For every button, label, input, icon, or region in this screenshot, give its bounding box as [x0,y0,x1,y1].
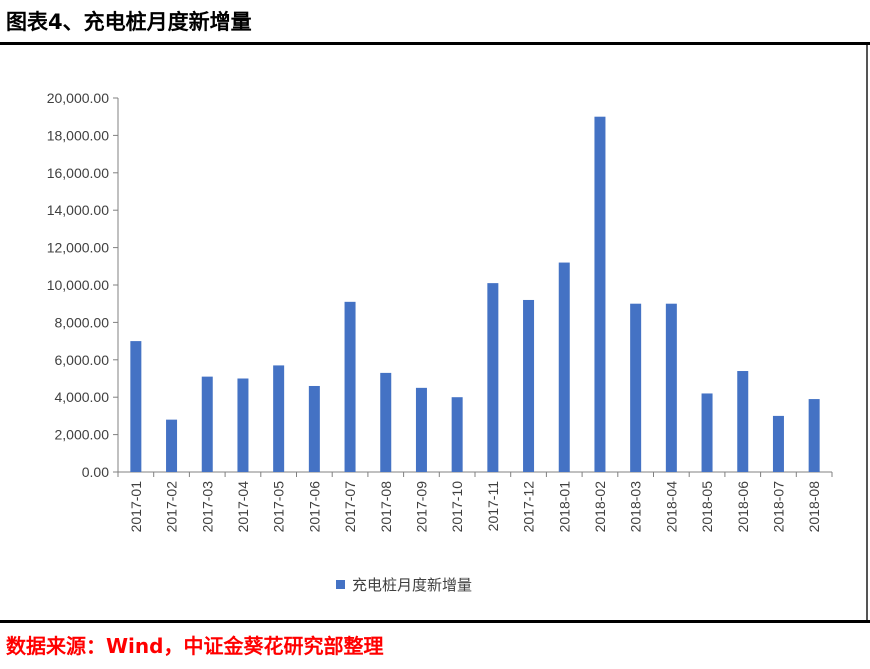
bar [273,365,285,472]
x-tick-label: 2017-08 [378,481,394,533]
bar [166,419,178,472]
x-tick-label: 2017-07 [342,481,358,533]
bar [665,303,677,472]
x-tick-label: 2018-06 [735,481,751,533]
y-tick-label: 12,000.00 [47,240,109,256]
x-axis: 2017-01 2017-02 2017-03 2017-04 2017-05 2017-… [117,471,833,533]
x-tick-label: 2018-01 [556,481,572,533]
y-tick-label: 4,000.00 [55,389,110,405]
y-tick-label: 6,000.00 [55,352,110,368]
bottom-divider [0,620,870,623]
bar [772,415,784,472]
y-tick-label: 0.00 [82,464,109,480]
bar [594,116,606,472]
bar [344,301,356,472]
y-tick-label: 16,000.00 [47,165,109,181]
x-tick-label: 2017-10 [449,481,465,533]
y-tick-label: 18,000.00 [47,127,109,143]
right-border [866,45,868,620]
x-tick-label: 2017-09 [413,481,429,533]
bar [630,303,642,472]
bar [523,299,535,472]
legend-swatch [336,580,345,589]
x-tick-label: 2018-03 [628,481,644,533]
legend-label: 充电桩月度新增量 [352,576,472,594]
y-tick-label: 14,000.00 [47,202,109,218]
x-tick-label: 2017-02 [164,481,180,533]
bar [558,262,570,472]
x-tick-label: 2018-05 [699,481,715,533]
y-tick-label: 10,000.00 [47,277,109,293]
y-tick-label: 8,000.00 [55,314,110,330]
bars [130,116,820,472]
x-tick-label: 2017-11 [485,481,501,532]
x-tick-label: 2017-03 [199,481,215,533]
bar [487,283,499,472]
x-tick-label: 2017-05 [271,481,287,533]
x-tick-label: 2017-01 [128,481,144,533]
bar [201,376,213,472]
legend: 充电桩月度新增量 [336,576,472,594]
bar [737,371,749,472]
top-divider [0,42,870,45]
y-tick-label: 20,000.00 [47,90,109,106]
x-tick-label: 2018-08 [806,481,822,533]
bar [808,399,820,472]
x-tick-label: 2017-12 [521,481,537,533]
page-title: 图表4、充电桩月度新增量 [6,10,252,34]
source-note: 数据来源：Wind，中证金葵花研究部整理 [6,634,384,658]
x-tick-label: 2017-04 [235,481,251,533]
x-tick-label: 2018-07 [770,481,786,533]
x-tick-label: 2018-04 [663,481,679,533]
bar [415,387,427,472]
bar [308,385,320,472]
bar [237,378,249,472]
bar [130,341,142,472]
y-tick-label: 2,000.00 [55,427,110,443]
x-tick-label: 2017-06 [306,481,322,533]
bar [701,393,713,472]
bar [451,397,463,472]
bar [380,372,392,472]
y-axis: 0.00 2,000.00 4,000.00 6,000.00 8,000.00 10,0… [47,90,119,480]
x-tick-label: 2018-02 [592,481,608,533]
